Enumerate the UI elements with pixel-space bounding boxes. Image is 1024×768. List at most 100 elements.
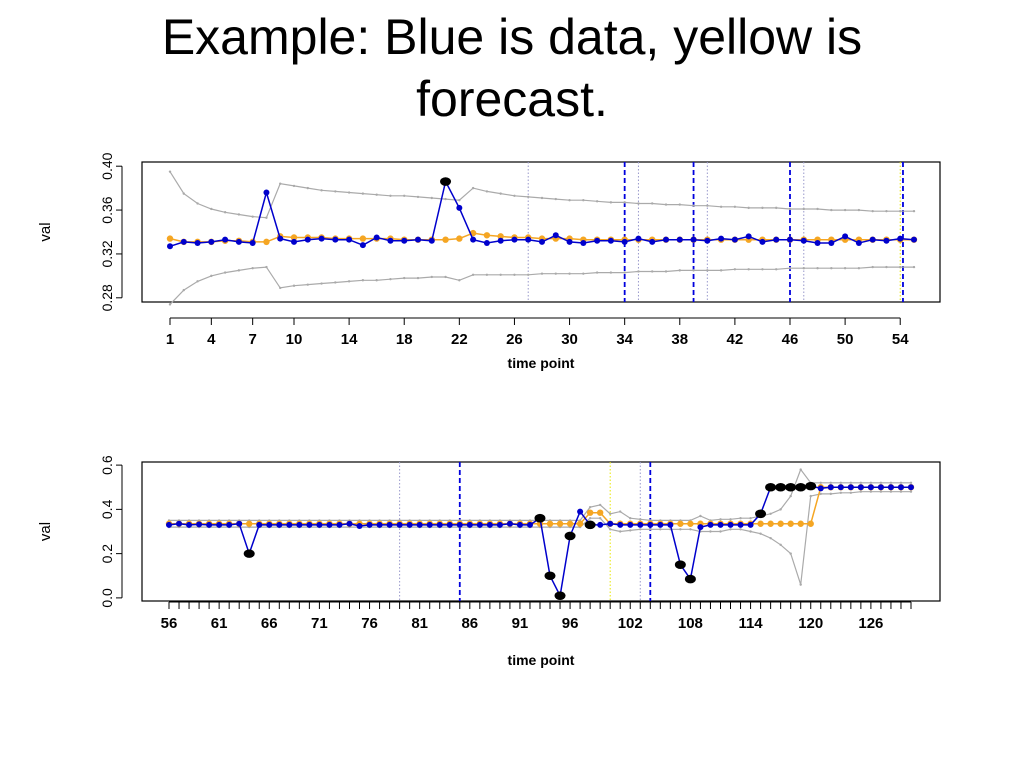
- upper-point: [265, 216, 268, 219]
- lower-point: [629, 529, 632, 532]
- upper-point: [651, 202, 654, 205]
- data-point: [249, 239, 256, 246]
- lower-point: [265, 265, 268, 269]
- upper-point: [598, 503, 602, 507]
- data-point: [594, 237, 601, 244]
- upper-point: [879, 481, 883, 485]
- upper-point: [196, 202, 199, 205]
- data-point: [291, 238, 297, 245]
- data-point: [828, 239, 835, 246]
- x-axis-label: time point: [508, 652, 575, 668]
- data-point: [466, 521, 473, 528]
- data-point: [318, 235, 325, 242]
- upper-point: [749, 517, 752, 520]
- data-point: [657, 521, 664, 528]
- y-axis-label: val: [37, 522, 54, 541]
- lower-point: [664, 270, 668, 273]
- outlier-point: [684, 574, 696, 584]
- data-point: [718, 235, 725, 242]
- lower-point: [719, 530, 722, 533]
- forecast-point: [807, 520, 814, 527]
- lower-point: [554, 272, 557, 275]
- x-tick-label: 30: [561, 331, 578, 348]
- upper-point: [779, 508, 782, 511]
- data-point: [332, 236, 339, 243]
- data-point: [637, 521, 644, 528]
- forecast-point: [687, 520, 694, 527]
- lower-point: [609, 271, 613, 274]
- upper-point: [251, 215, 254, 218]
- x-tick-label: 61: [211, 615, 228, 632]
- data-point: [731, 236, 738, 243]
- lower-point: [679, 528, 682, 531]
- outlier-point: [755, 509, 767, 519]
- data-point: [497, 237, 504, 244]
- lower-point: [709, 530, 712, 533]
- x-tick-label: 7: [248, 331, 256, 348]
- upper-point: [430, 196, 433, 200]
- upper-point: [568, 198, 571, 202]
- x-tick-label: 38: [671, 331, 688, 348]
- upper-point: [819, 481, 822, 485]
- lower-point: [779, 543, 782, 546]
- data-point: [208, 238, 215, 245]
- upper-point: [223, 211, 227, 214]
- upper-point: [182, 192, 185, 195]
- plot-frame: [141, 461, 941, 602]
- x-tick-label: 91: [512, 615, 529, 632]
- x-tick-label: 108: [678, 615, 703, 632]
- forecast-point: [442, 236, 449, 243]
- upper-point: [733, 205, 737, 208]
- upper-point: [719, 205, 723, 208]
- lower-point: [306, 283, 309, 286]
- data-point: [226, 521, 233, 528]
- data-point: [597, 521, 604, 528]
- data-point: [747, 521, 754, 528]
- upper-point: [909, 481, 913, 485]
- x-tick-label: 126: [858, 615, 883, 632]
- lower-point: [879, 490, 883, 493]
- lower-point: [444, 275, 447, 279]
- upper-point: [540, 196, 544, 200]
- data-point: [415, 236, 421, 243]
- data-point: [690, 236, 697, 243]
- x-tick-label: 114: [738, 615, 763, 632]
- forecast-point: [546, 520, 554, 527]
- upper-point: [334, 190, 337, 193]
- outlier-point: [805, 481, 817, 491]
- upper-point: [816, 207, 819, 211]
- upper-point: [292, 184, 296, 188]
- data-point: [456, 204, 463, 211]
- plot-frame: [141, 161, 941, 303]
- upper-point: [639, 518, 642, 521]
- outlier-point: [785, 482, 797, 492]
- data-point: [346, 520, 353, 527]
- outlier-point: [584, 520, 596, 530]
- lower-point: [809, 494, 812, 498]
- data-point: [256, 521, 263, 528]
- upper-point: [306, 186, 309, 190]
- forecast-point: [596, 509, 604, 516]
- lower-point: [659, 528, 662, 531]
- data-point: [416, 521, 423, 528]
- data-point: [186, 521, 193, 528]
- data-point: [526, 521, 533, 528]
- y-tick-label: 0.0: [99, 588, 115, 608]
- lower-point: [608, 528, 612, 531]
- lower-point: [719, 269, 723, 272]
- lower-point: [761, 268, 764, 271]
- data-point: [316, 521, 323, 528]
- forecast-point: [290, 234, 298, 241]
- upper-point: [485, 190, 489, 193]
- data-point: [707, 521, 714, 528]
- x-tick-label: 54: [892, 331, 909, 348]
- lower-point: [829, 492, 832, 496]
- lower-point: [857, 266, 861, 270]
- upper-point: [719, 518, 722, 521]
- data-point: [176, 520, 183, 527]
- x-tick-label: 56: [161, 615, 178, 632]
- data-point: [877, 484, 884, 491]
- upper-point: [899, 481, 903, 485]
- x-tick-label: 76: [361, 615, 378, 632]
- data-point: [235, 238, 242, 245]
